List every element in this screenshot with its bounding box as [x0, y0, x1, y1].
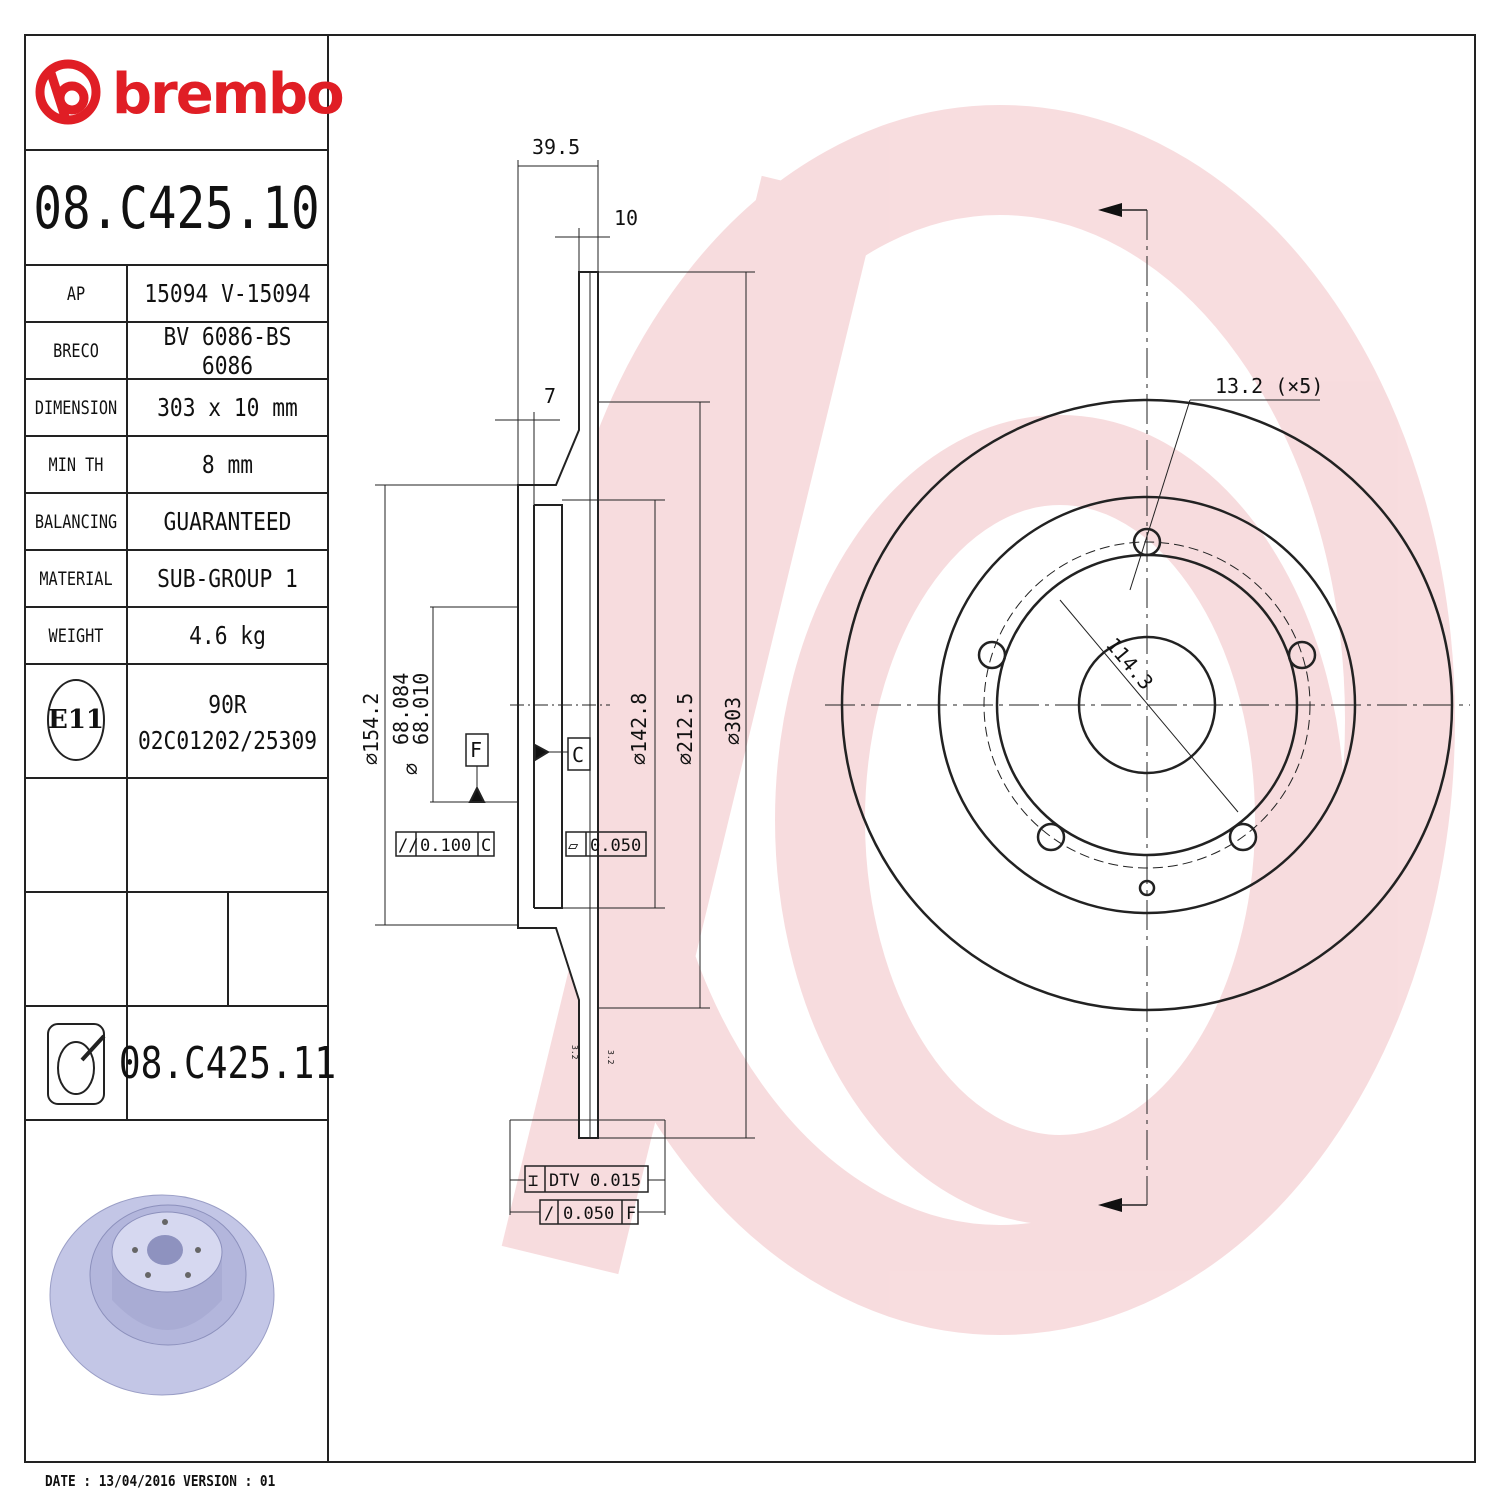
flatness-symbol: ▱ [568, 836, 579, 856]
spec-value-material: SUB-GROUP 1 [157, 564, 298, 593]
dim-outer: ⌀303 [721, 697, 745, 745]
alt-part-number: 08.C425.11 [118, 1037, 337, 1089]
spec-value-balancing: GUARANTEED [163, 507, 292, 536]
dim-bore-max: 68.084 [389, 673, 413, 745]
spec-value-dimension: 303 x 10 mm [157, 393, 298, 422]
flatness-value: 0.050 [590, 836, 641, 856]
part-number: 08.C425.10 [33, 173, 320, 242]
roughness-left: 3.2 [570, 1045, 579, 1060]
approval-line2: 02C01202/25309 [137, 725, 318, 755]
coated-disc-icon [47, 1023, 106, 1105]
dtv-value: DTV 0.015 [549, 1171, 641, 1191]
dim-bore-min: 68.010 [409, 673, 433, 745]
datum-f: F [470, 738, 482, 762]
spec-label-breco: BRECO [53, 339, 99, 362]
dim-bore-symbol: ⌀ [399, 763, 423, 775]
dim-pcd: 114.3 [1101, 633, 1158, 695]
dim-hub-outer: ⌀154.2 [359, 693, 383, 765]
dim-inner: ⌀142.8 [627, 693, 651, 765]
spec-value-breco: BV 6086-BS 6086 [163, 321, 292, 380]
front-view [825, 203, 1470, 1212]
disc-render [49, 1194, 275, 1396]
dim-hat-offset: 7 [544, 384, 556, 408]
frame [24, 34, 1476, 1463]
parallelism-datum: C [481, 836, 491, 856]
spec-label-dimension: DIMENSION [34, 396, 118, 419]
runout-value: 0.050 [563, 1204, 614, 1224]
dim-overall-width: 39.5 [532, 135, 580, 159]
section-dimensions: 39.5 10 7 ⌀154.2 68.084 68.010 ⌀ ⌀142.8 … [359, 135, 745, 1224]
approval-line1: 90R [208, 689, 247, 719]
dim-braking-inner: ⌀212.5 [673, 693, 697, 765]
section-view [375, 160, 755, 1225]
runout-datum: F [626, 1204, 636, 1224]
dim-thickness: 10 [614, 206, 638, 230]
spec-label-weight: WEIGHT [48, 624, 104, 647]
brembo-logo-icon [35, 59, 101, 125]
approval-mark: E11 [48, 705, 104, 735]
spec-label-balancing: BALANCING [34, 510, 118, 533]
spec-label-min-th: MIN TH [48, 453, 104, 476]
dtv-symbol: ⌶ [528, 1171, 538, 1191]
spec-value-min-th: 8 mm [201, 450, 254, 479]
parallelism-value: 0.100 [420, 836, 471, 856]
brand-logo: brembo [112, 62, 345, 127]
brembo-watermark [501, 105, 1455, 1335]
dim-bolt-hole: 13.2 (×5) [1215, 374, 1323, 398]
footer-date-version: DATE : 13/04/2016 VERSION : 01 [45, 1472, 276, 1490]
spec-value-ap: 15094 V-15094 [144, 279, 311, 308]
spec-value-weight: 4.6 kg [189, 621, 266, 650]
datum-c: C [572, 743, 584, 767]
spec-label-ap: AP [66, 282, 86, 305]
roughness-right: 3.2 [606, 1050, 615, 1065]
spec-label-material: MATERIAL [39, 567, 113, 590]
runout-symbol: / [544, 1204, 554, 1224]
parallelism-symbol: // [398, 836, 418, 856]
e11-approval-icon [47, 679, 105, 761]
